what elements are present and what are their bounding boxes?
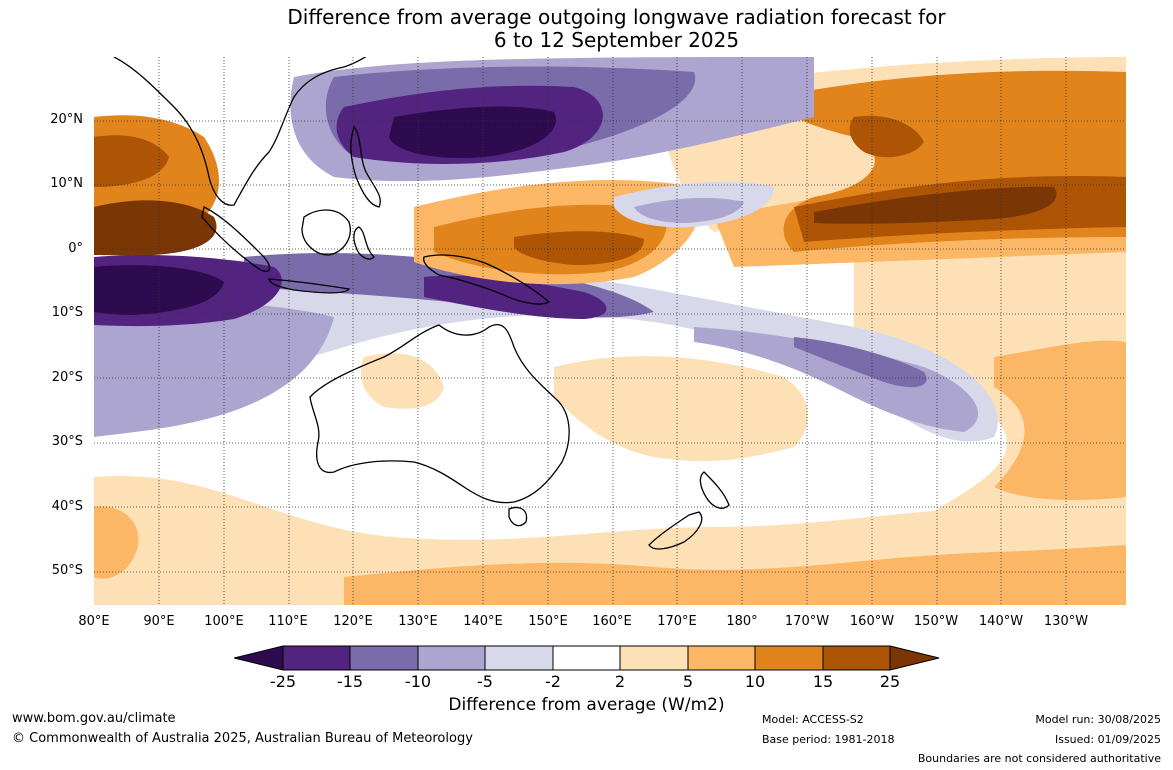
lat-label-40s: 40°S (51, 499, 83, 514)
lon-label-150e: 150°E (528, 614, 568, 629)
colorbar-tick: -2 (545, 672, 561, 691)
map-title-line-1: Difference from average outgoing longwav… (287, 5, 946, 29)
colorbar-bin-1 (282, 645, 351, 671)
lon-label-110e: 110°E (268, 614, 308, 629)
philippines-outline (350, 125, 381, 208)
lon-label-100e: 100°E (204, 614, 244, 629)
colorbar-high-extend (889, 645, 940, 671)
lon-label-80e: 80°E (78, 614, 110, 629)
tasmania-outline (508, 506, 528, 527)
lat-label-50s: 50°S (51, 563, 83, 578)
colorbar-tick: -15 (336, 672, 364, 691)
spcz-lavender-band (94, 260, 998, 442)
lat-label-20s: 20°S (51, 370, 83, 385)
lat-label-30s: 30°S (51, 434, 83, 449)
lon-label-130e: 130°E (398, 614, 438, 629)
sulawesi-outline (353, 226, 375, 260)
colorbar-tick: -5 (477, 672, 493, 691)
model-run-date: Model run: 30/08/2025 (1035, 713, 1161, 726)
base-period: Base period: 1981-2018 (762, 733, 895, 746)
lon-label-130w: 130°W (1043, 614, 1089, 629)
lon-label-180: 180° (726, 614, 758, 629)
lon-label-140e: 140°E (463, 614, 503, 629)
map-title-line-2: 6 to 12 September 2025 (493, 28, 740, 52)
spcz-dark-purple (794, 337, 927, 388)
colorbar-low-extend (234, 645, 284, 671)
colorbar-tick: 5 (682, 672, 694, 691)
new-guinea-dark-purple (424, 275, 607, 319)
new-zealand-south-island (648, 511, 703, 550)
se-pacific-orange (994, 340, 1126, 500)
new-zealand-north-island (699, 471, 730, 509)
colorbar-tick: -25 (269, 672, 297, 691)
lon-label-160e: 160°E (592, 614, 632, 629)
australia-light-orange (360, 353, 444, 409)
lat-label-10n: 10°N (50, 176, 83, 191)
lon-label-170e: 170°E (657, 614, 697, 629)
colorbar-tick: 10 (744, 672, 766, 691)
western-pacific-brown (514, 231, 644, 265)
central-pacific-darkest (814, 186, 1057, 224)
lon-label-170w: 170°W (784, 614, 830, 629)
philippine-sea-darkest (389, 106, 556, 158)
colorbar-bin-7 (687, 645, 756, 671)
lat-label-10s: 10°S (51, 305, 83, 320)
java-outline (268, 278, 351, 294)
colorbar-bin-3 (417, 645, 486, 671)
colorbar-tick: 25 (879, 672, 901, 691)
colorbar-title: Difference from average (W/m2) (448, 695, 725, 715)
lon-label-140w: 140°W (978, 614, 1024, 629)
hawaii-brown (849, 115, 924, 158)
colorbar-bin-2 (349, 645, 419, 671)
colorbar-tick: 2 (614, 672, 626, 691)
gridlines (94, 57, 1126, 605)
colorbar-bin-9 (822, 645, 891, 671)
colorbar-bin-6 (619, 645, 689, 671)
lat-label-20n: 20°N (50, 112, 83, 127)
olr-anomaly-map (94, 57, 1126, 605)
se-asia-outline (113, 57, 367, 206)
southwest-ocean-orange (94, 506, 139, 579)
indian-ocean-brown (94, 200, 217, 256)
indian-ocean-darkest (94, 265, 224, 315)
model-name: Model: ACCESS-S2 (762, 713, 864, 726)
sumatra-outline (201, 206, 271, 272)
colorbar-bin-8 (754, 645, 824, 671)
coral-sea-light-orange (554, 356, 808, 462)
copyright-text: © Commonwealth of Australia 2025, Austra… (12, 731, 473, 746)
india-brown (94, 135, 169, 187)
equatorial-pacific-purple (634, 197, 744, 223)
boundaries-disclaimer: Boundaries are not considered authoritat… (917, 752, 1161, 765)
website-link[interactable]: www.bom.gov.au/climate (12, 711, 176, 726)
lon-label-150w: 150°W (913, 614, 959, 629)
issued-date: Issued: 01/09/2025 (1054, 733, 1161, 746)
colorbar-bin-4 (484, 645, 554, 671)
colorbar (234, 645, 940, 671)
borneo-outline (301, 209, 351, 256)
indian-ocean-purple (94, 301, 334, 437)
spcz-purple (694, 327, 979, 432)
colorbar-tick: 15 (812, 672, 834, 691)
lat-label-0: 0° (68, 241, 83, 256)
lon-label-90e: 90°E (143, 614, 175, 629)
colorbar-tick: -10 (404, 672, 432, 691)
lon-label-120e: 120°E (333, 614, 373, 629)
map-canvas (94, 57, 1126, 605)
colorbar-bin-5 (552, 645, 621, 671)
australia-outline (309, 323, 570, 504)
lon-label-160w: 160°W (849, 614, 895, 629)
southern-ocean-mid-band (344, 545, 1126, 605)
new-guinea-outline (423, 254, 551, 305)
